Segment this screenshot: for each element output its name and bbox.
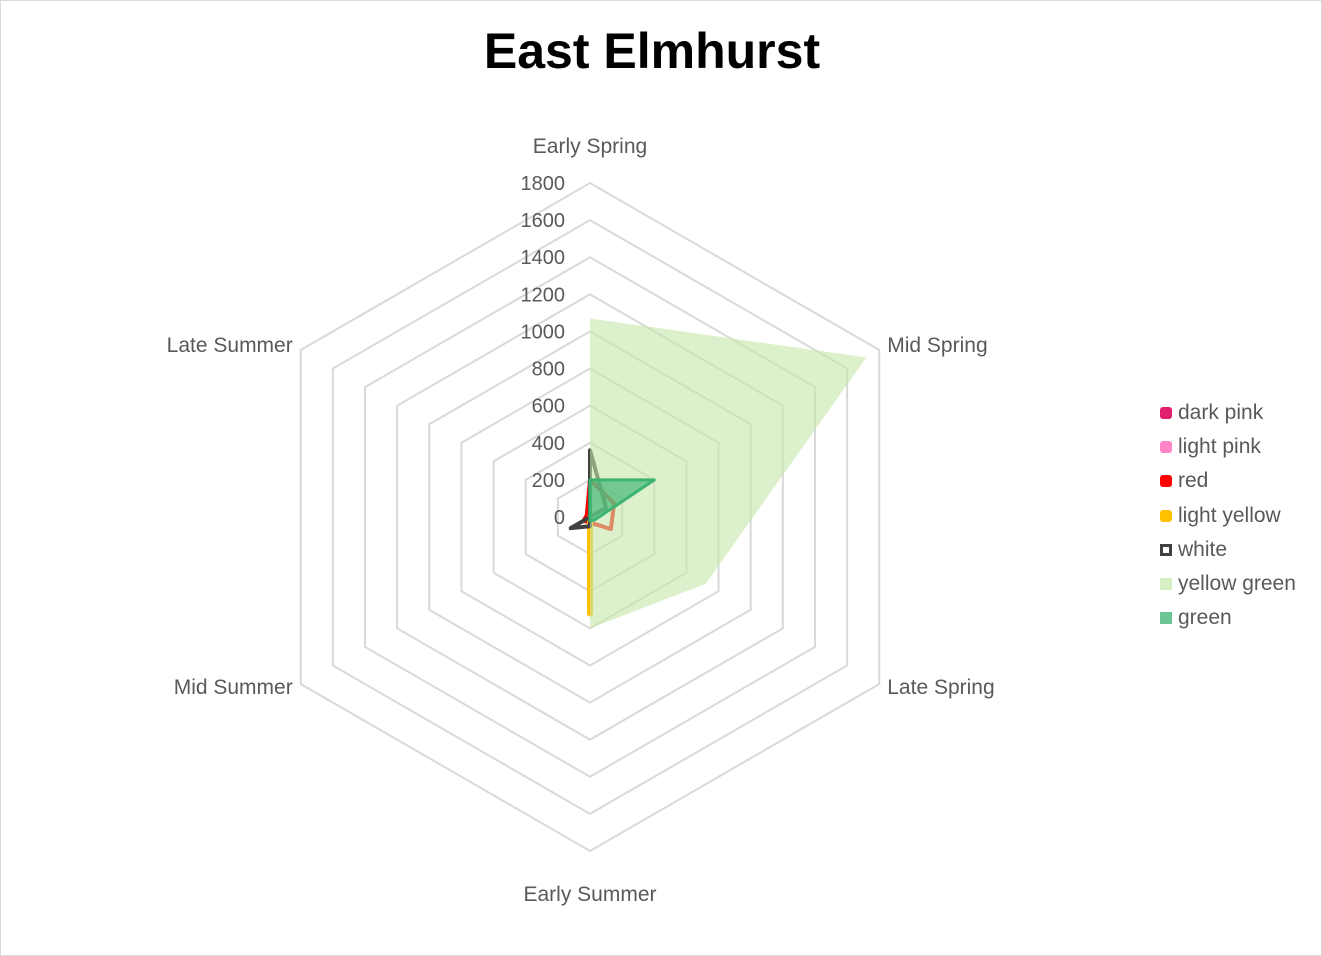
legend-swatch (1160, 407, 1172, 420)
grid-ring (299, 181, 881, 853)
chart-title: East Elmhurst (483, 23, 821, 79)
radar-series (568, 318, 867, 629)
legend-swatch (1160, 475, 1172, 488)
category-label: Mid Summer (174, 676, 293, 699)
tick-label: 0 (554, 507, 565, 529)
series-area-yellow-green (590, 318, 867, 629)
legend-label: white (1178, 537, 1228, 561)
legend-item: light yellow (1160, 499, 1296, 533)
legend-label: light yellow (1178, 503, 1281, 527)
legend-item: white (1160, 533, 1296, 567)
legend-label: green (1178, 606, 1232, 630)
legend-item: yellow green (1160, 567, 1296, 601)
legend-swatch (1160, 612, 1172, 625)
legend-label: red (1178, 469, 1209, 493)
legend-item: red (1160, 464, 1296, 498)
legend-swatch (1160, 441, 1172, 454)
tick-label: 1400 (521, 247, 566, 269)
legend-swatch (1160, 578, 1172, 591)
tick-label: 1200 (521, 284, 566, 306)
category-label: Late Spring (887, 676, 994, 699)
tick-label: 1800 (521, 173, 566, 195)
legend-swatch (1160, 543, 1172, 556)
legend-item: light pink (1160, 430, 1296, 464)
category-labels: Early Spring Mid Spring Late Spring Early S… (167, 135, 995, 906)
tick-label: 600 (532, 396, 565, 418)
tick-label: 400 (532, 433, 565, 455)
tick-label: 200 (532, 470, 565, 492)
tick-label: 800 (532, 359, 565, 381)
category-label: Late Summer (167, 334, 293, 357)
legend-swatch (1160, 509, 1172, 522)
category-label: Mid Spring (887, 334, 987, 357)
category-label: Early Spring (533, 135, 647, 158)
legend-item: dark pink (1160, 396, 1296, 430)
tick-label: 1600 (521, 210, 566, 232)
legend-label: dark pink (1178, 401, 1264, 425)
radial-tick-labels: 0 200 400 600 800 1000 1200 1600 1400 1800 (521, 173, 566, 529)
legend-label: yellow green (1178, 572, 1296, 596)
chart-legend: dark pink light pink red light yellow white y… (1160, 396, 1296, 635)
legend-item: green (1160, 601, 1296, 635)
tick-label: 1000 (521, 321, 566, 343)
legend-label: light pink (1178, 435, 1261, 459)
series-area-green (588, 478, 656, 523)
category-label: Early Summer (523, 883, 656, 906)
